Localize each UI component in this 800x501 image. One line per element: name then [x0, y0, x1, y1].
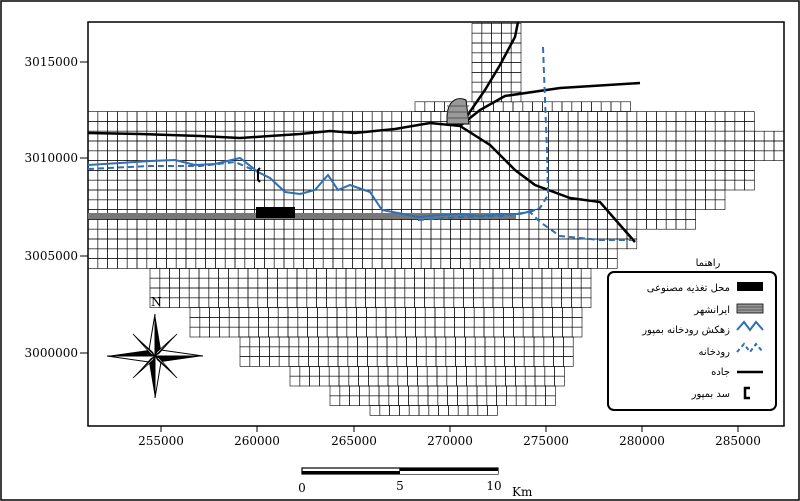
scale-bar: 0 5 10 Km	[298, 467, 533, 499]
artificial-recharge-site	[256, 207, 295, 218]
x-tick-label: 275000	[523, 434, 569, 448]
horizontal-band	[88, 213, 516, 219]
legend-item-label: جاده	[711, 367, 730, 378]
river-drain	[87, 156, 536, 219]
y-tick-label: 3010000	[25, 151, 78, 165]
scale-unit: Km	[512, 485, 533, 499]
legend-item-label: زهکش رودخانه بمپور	[641, 325, 730, 336]
legend-item-label: ایرانشهر	[693, 305, 730, 316]
grid-cell	[554, 375, 565, 387]
scale-label: 10	[486, 479, 501, 493]
legend-item-label: سد بمپور	[691, 389, 730, 400]
grid-cell	[580, 297, 592, 308]
north-arrow-icon: N	[106, 295, 204, 399]
x-tick-label: 270000	[427, 434, 473, 448]
x-tick-label: 265000	[331, 434, 377, 448]
legend-box	[607, 271, 777, 411]
legend-title: راهنما	[696, 258, 721, 269]
x-tick-label: 255000	[138, 434, 184, 448]
legend-river-swatch	[736, 342, 764, 354]
grid-cell	[571, 326, 583, 338]
y-axis: 3015000 3010000 3005000 3000000	[25, 55, 88, 360]
legend-drain-swatch	[736, 320, 764, 332]
grid-cell	[685, 219, 696, 230]
x-tick-label: 280000	[619, 434, 665, 448]
bampur-dam	[257, 167, 261, 183]
scale-label: 0	[298, 481, 306, 495]
legend-recharge-swatch	[737, 282, 763, 291]
y-tick-label: 3000000	[25, 346, 78, 360]
y-tick-label: 3005000	[25, 249, 78, 263]
legend: راهنما محل تغذیه مصنوعی ایرانشهر زهکش رو…	[607, 258, 777, 411]
grid-cell	[773, 150, 785, 161]
legend-item-label: محل تغذیه مصنوعی	[647, 283, 730, 294]
x-tick-label: 285000	[715, 434, 761, 448]
north-label: N	[151, 295, 162, 309]
grid-cell	[744, 179, 755, 191]
x-tick-label: 260000	[234, 434, 280, 448]
grid-cell	[545, 395, 556, 406]
grid-cell	[563, 356, 574, 367]
river	[87, 46, 632, 241]
legend-item-label: رودخانه	[699, 347, 731, 358]
iranshahr-city	[446, 98, 470, 125]
legend-dam-swatch	[743, 386, 750, 400]
roads	[87, 21, 641, 243]
x-axis: 255000 260000 265000 270000 275000 28000…	[138, 426, 761, 448]
y-tick-label: 3015000	[25, 55, 78, 69]
grid-cell	[714, 199, 726, 210]
grid-cell	[487, 405, 498, 416]
legend-city-swatch	[736, 303, 764, 314]
grid-cell	[607, 258, 618, 269]
scale-label: 5	[396, 479, 404, 493]
